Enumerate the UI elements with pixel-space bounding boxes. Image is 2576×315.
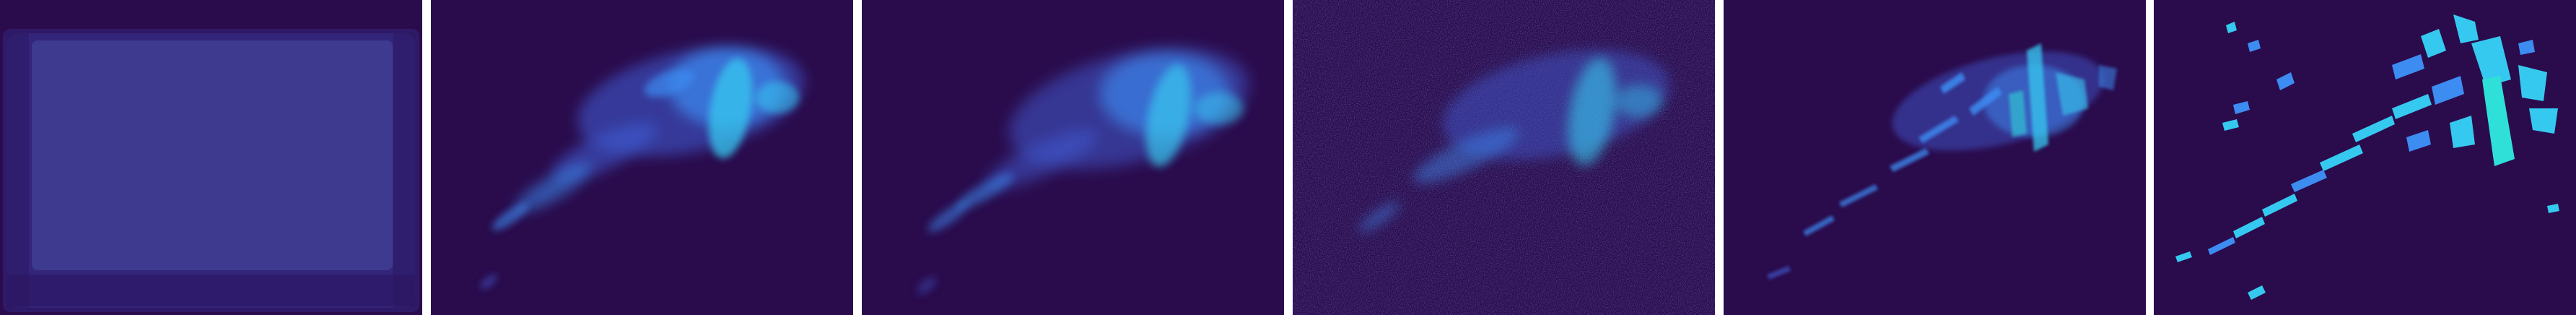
panel-sharp-reconstruction (1724, 0, 2146, 315)
heatmap-image (431, 0, 853, 315)
panel-ground-truth-segmentation (2154, 0, 2576, 315)
heatmap-image (1724, 0, 2146, 315)
heatmap-image (2154, 0, 2576, 315)
panel-blank-frame (0, 0, 422, 315)
panel-noisy-reconstruction (1293, 0, 1715, 315)
heatmap-image (862, 0, 1284, 315)
panel-blurred-reconstruction-1 (431, 0, 853, 315)
blank-frame-image (0, 0, 422, 315)
heatmap-image (1293, 0, 1715, 315)
panel-blurred-reconstruction-2 (862, 0, 1284, 315)
